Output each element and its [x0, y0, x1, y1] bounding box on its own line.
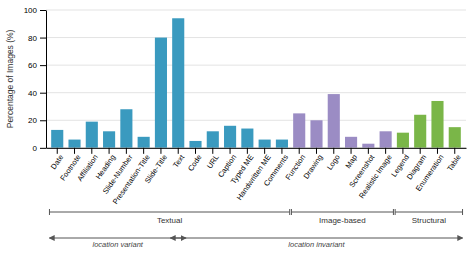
y-tick: 20 — [28, 116, 46, 125]
y-tick-label: 0 — [33, 144, 38, 153]
bar — [397, 133, 409, 148]
bar — [310, 120, 322, 148]
y-tick-mark — [40, 10, 46, 11]
y-axis: 0 20 40 60 80 100 — [24, 6, 47, 153]
bar — [241, 129, 253, 148]
x-tick-label: Text — [171, 152, 187, 169]
bar — [259, 140, 271, 148]
group-bracket: Image-based — [291, 209, 393, 225]
x-tick: Text — [171, 148, 187, 170]
y-tick-mark — [40, 65, 46, 66]
x-tick: Logo — [325, 148, 342, 172]
x-tick: Date — [49, 148, 65, 171]
y-tick-mark — [40, 38, 46, 39]
bar — [380, 131, 392, 148]
grid-line — [46, 92, 466, 93]
bar — [276, 140, 288, 148]
bar — [449, 127, 461, 148]
bar — [138, 137, 150, 148]
bar — [155, 38, 167, 148]
x-tick-label: Logo — [325, 153, 342, 172]
x-tick: Comments — [262, 148, 290, 188]
x-tick: Map — [343, 148, 359, 170]
grid — [46, 10, 466, 148]
annotations: location variant location invariant — [49, 238, 462, 249]
y-tick-mark — [40, 93, 46, 94]
annotation-arrow — [170, 238, 462, 239]
y-tick-mark — [40, 120, 46, 121]
bracket-line — [291, 212, 393, 213]
y-tick-mark — [40, 148, 46, 149]
bar — [86, 122, 98, 148]
y-tick: 60 — [28, 61, 46, 70]
bar — [103, 131, 115, 148]
x-tick-label: Date — [49, 153, 65, 171]
bracket-line — [393, 209, 394, 215]
grid-line — [46, 65, 466, 66]
y-tick-label: 80 — [28, 34, 37, 43]
chart: DateFootnoteAffiliationHeadingSlide-Numb… — [0, 0, 474, 254]
group-label: Structural — [412, 216, 446, 225]
annotation-label: location variant — [93, 240, 144, 249]
y-tick-label: 100 — [24, 6, 38, 15]
x-tick: Enumeration — [414, 148, 446, 193]
x-tick-label: Realistic Image — [357, 153, 394, 200]
y-tick-label: 40 — [28, 89, 37, 98]
x-axis: DateFootnoteAffiliationHeadingSlide-Numb… — [47, 148, 467, 206]
x-tick-label: Table — [445, 153, 463, 173]
y-tick-label: 20 — [28, 116, 37, 125]
grid-line — [46, 10, 466, 11]
group-bracket: Textual — [49, 209, 289, 225]
x-tick: Table — [445, 148, 463, 173]
bracket-line — [395, 209, 396, 215]
x-tick-label: Comments — [262, 153, 290, 188]
x-tick-label: Slide-Title — [143, 153, 169, 185]
bracket-line — [49, 209, 50, 215]
y-tick: 40 — [28, 89, 46, 98]
x-tick: Realistic Image — [357, 148, 394, 200]
group-bracket: Structural — [395, 209, 462, 225]
x-tick-label: Enumeration — [414, 153, 446, 193]
y-axis-title: Percentage of Images (%) — [5, 29, 15, 128]
bar — [293, 113, 305, 147]
y-tick: 0 — [33, 144, 46, 153]
bracket-line — [49, 212, 289, 213]
axis-line — [46, 11, 47, 149]
bar — [362, 144, 374, 148]
bar — [224, 126, 236, 148]
bracket-line — [291, 209, 292, 215]
y-tick: 100 — [24, 6, 46, 15]
group-label: Image-based — [319, 216, 366, 225]
bracket-line — [395, 212, 462, 213]
x-tick-label: Map — [343, 153, 359, 170]
bar — [414, 115, 426, 148]
bar — [120, 109, 132, 148]
grid-line — [46, 37, 466, 38]
x-tick-label: URL — [205, 153, 221, 170]
bar — [345, 137, 357, 148]
grid-line — [46, 120, 466, 121]
x-tick: URL — [205, 148, 221, 171]
bar — [207, 131, 219, 148]
group-brackets: Textual Image-based Structural — [49, 209, 462, 225]
x-tick: Slide-Title — [143, 148, 169, 185]
annotation-arrow — [49, 238, 186, 239]
bar — [189, 141, 201, 148]
x-tick: Code — [186, 148, 204, 173]
x-tick-label: Drawing — [301, 153, 324, 181]
bar — [431, 101, 443, 148]
bars — [51, 18, 461, 148]
x-tick: Drawing — [301, 148, 324, 181]
x-tick-label: Code — [186, 153, 204, 173]
bracket-line — [289, 209, 290, 215]
group-label: Textual — [157, 216, 183, 225]
bar — [328, 94, 340, 148]
bracket-line — [462, 209, 463, 215]
y-tick-label: 60 — [28, 61, 37, 70]
bar — [68, 140, 80, 148]
bar — [172, 18, 184, 148]
annotation-label: location invariant — [288, 240, 345, 249]
y-tick: 80 — [28, 34, 46, 43]
bar — [51, 130, 63, 148]
